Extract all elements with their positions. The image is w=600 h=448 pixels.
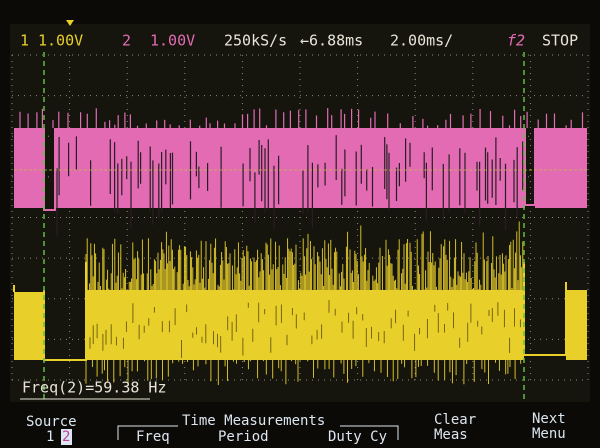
- trigger-marker: [66, 20, 74, 26]
- ch1-label: 1: [20, 32, 29, 50]
- timebase: 2.00ms/: [390, 32, 453, 50]
- ch2-gaps: [56, 135, 524, 236]
- run-state: STOP: [542, 32, 578, 50]
- delay: ←6.88ms: [300, 32, 363, 50]
- softkey-period[interactable]: Period: [218, 429, 269, 445]
- source-option[interactable]: 1: [46, 429, 54, 445]
- group-bracket: [117, 425, 399, 440]
- ch1-band: [566, 290, 587, 360]
- ch2-spikes: [19, 108, 584, 128]
- measurement-result: Freq(2)=59.38 Hz: [22, 379, 167, 397]
- sample-rate: 250kS/s: [224, 32, 287, 50]
- softkey-next[interactable]: Next: [532, 411, 566, 427]
- ch2-band: [14, 128, 44, 208]
- ch2-scale: 1.00V: [150, 32, 195, 50]
- ch2-label: 2: [122, 32, 131, 50]
- softkey-freq[interactable]: Freq: [136, 429, 170, 445]
- waveforms: [13, 108, 587, 385]
- softkey-clear[interactable]: Clear: [434, 412, 476, 428]
- group-label: Time Measurements: [182, 413, 325, 429]
- ch2-band: [535, 128, 587, 208]
- softkey-next[interactable]: Menu: [532, 426, 566, 442]
- ch1-band: [86, 290, 524, 360]
- ch1-gaps: [89, 300, 521, 358]
- ch2-band: [55, 128, 525, 208]
- softkey-duty[interactable]: Duty Cy: [328, 429, 387, 445]
- source-option[interactable]: 2: [62, 429, 70, 445]
- source-selected: [61, 429, 72, 445]
- trigger-source: f2: [507, 32, 525, 50]
- softkey-source[interactable]: Source: [26, 414, 77, 430]
- softkey-clear[interactable]: Meas: [434, 427, 468, 443]
- ch1-band: [14, 292, 44, 360]
- ch1-scale: 1.00V: [38, 32, 83, 50]
